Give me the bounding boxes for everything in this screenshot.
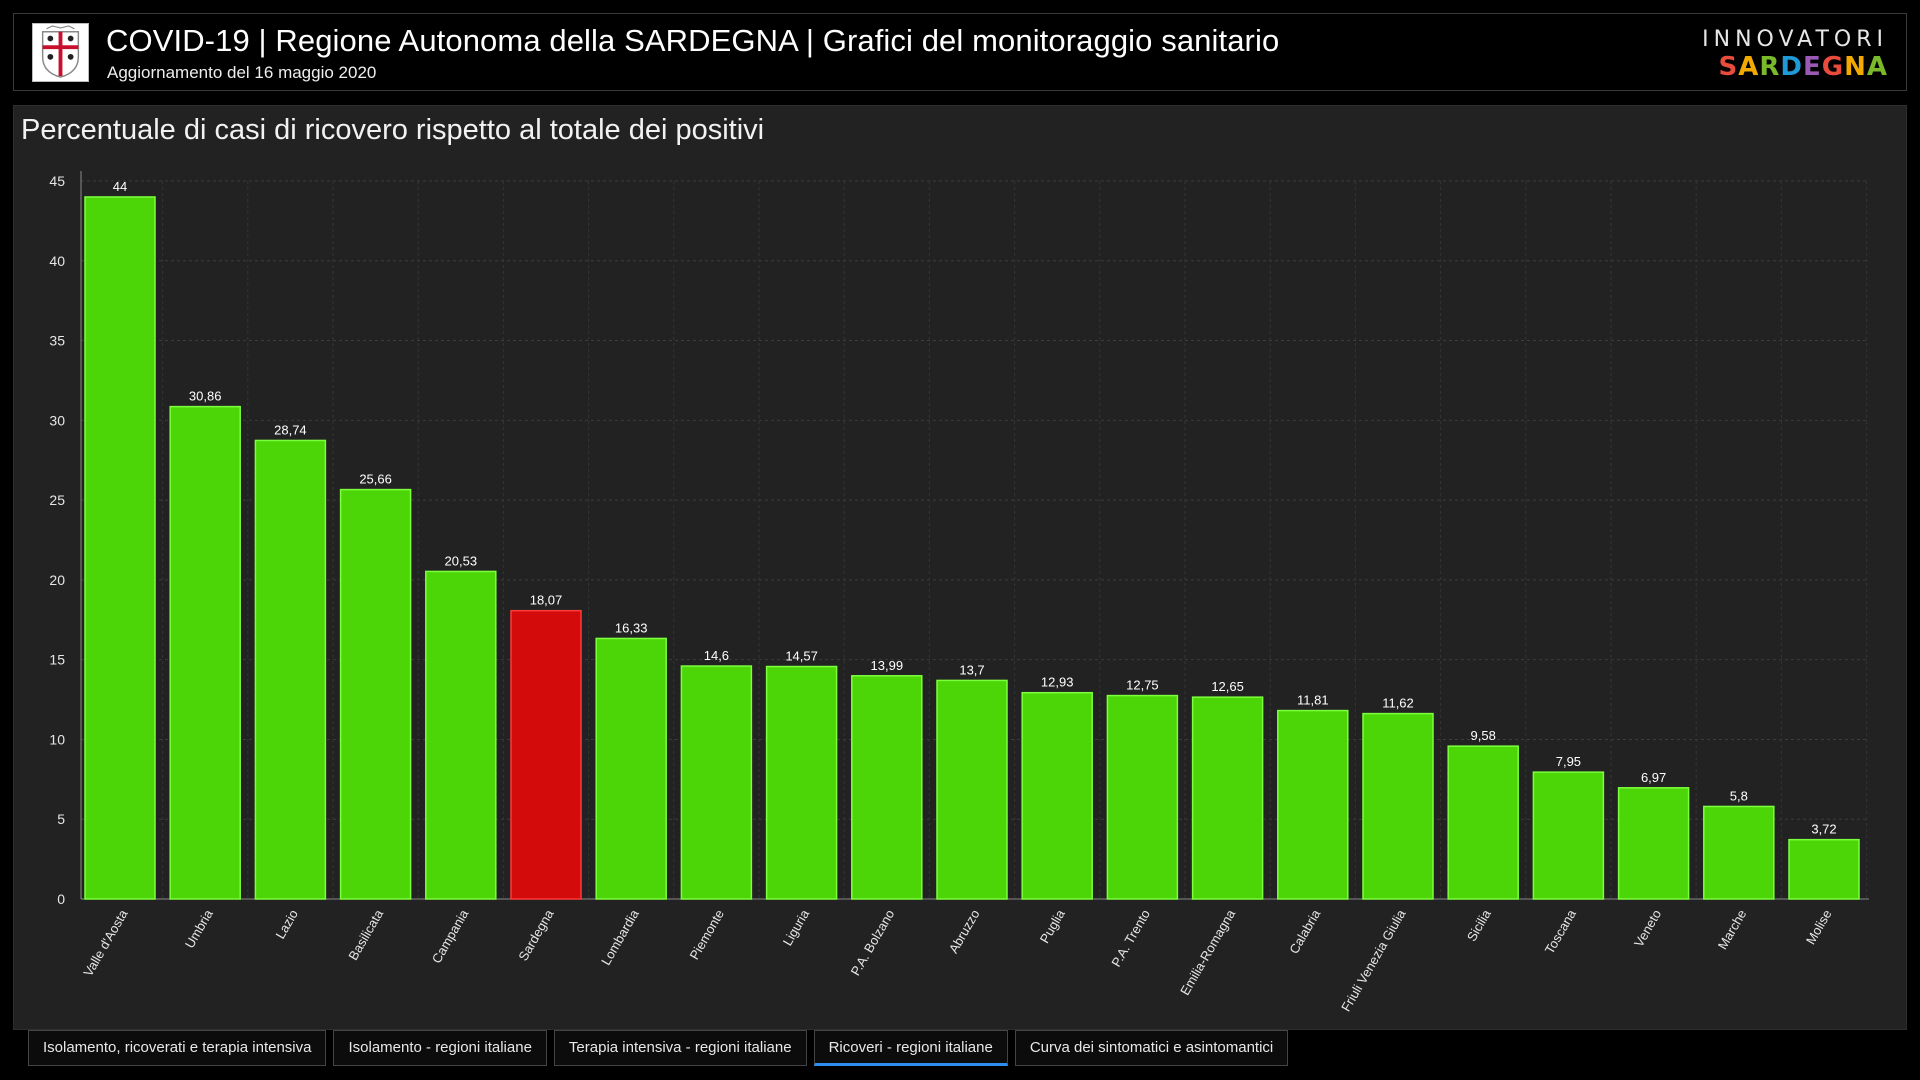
bar bbox=[1788, 838, 1860, 900]
bar bbox=[680, 665, 753, 900]
x-tick-label: Abruzzo bbox=[946, 907, 983, 956]
data-label: 3,72 bbox=[1811, 822, 1836, 837]
x-tick-label: Liguria bbox=[780, 906, 813, 948]
y-tick-label: 40 bbox=[49, 253, 65, 269]
data-label: 12,65 bbox=[1211, 679, 1244, 694]
bar bbox=[851, 675, 923, 900]
data-label: 14,57 bbox=[785, 649, 818, 664]
brand-letter: G bbox=[1821, 52, 1845, 82]
brand-letter: R bbox=[1759, 52, 1781, 82]
x-tick-label: Emilia-Romagna bbox=[1177, 906, 1238, 997]
brand-letter: D bbox=[1780, 52, 1803, 82]
update-date: Aggiornamento del 16 maggio 2020 bbox=[107, 63, 377, 82]
bar bbox=[595, 637, 667, 900]
x-tick-label: Lombardia bbox=[598, 906, 642, 967]
x-tick-label: Sardegna bbox=[515, 906, 557, 963]
x-tick-label: Valle d'Aosta bbox=[80, 906, 131, 979]
bar bbox=[1021, 691, 1093, 900]
x-tick-label: Sicilia bbox=[1464, 906, 1494, 944]
bar bbox=[765, 665, 838, 900]
y-tick-label: 10 bbox=[49, 731, 65, 747]
x-tick-label: Veneto bbox=[1631, 907, 1664, 950]
tab-5[interactable]: Curva dei sintomatici e asintomantici bbox=[1014, 1030, 1289, 1066]
brand-letter: S bbox=[1718, 52, 1739, 82]
brand-logo-bottom: SARDEGNA bbox=[1702, 53, 1888, 81]
data-label: 11,81 bbox=[1297, 693, 1329, 708]
brand-letter: N bbox=[1844, 52, 1867, 82]
bar bbox=[1277, 709, 1349, 900]
brand-letter: E bbox=[1803, 52, 1822, 82]
bar bbox=[339, 488, 412, 900]
y-tick-label: 15 bbox=[49, 652, 65, 668]
bar-chart: 0 5 10 15 20 25 30 35 40 45 44 Valle d'Aosta 30,86 Um… bbox=[49, 171, 1869, 1014]
x-tick-label: Marche bbox=[1715, 907, 1750, 952]
bar bbox=[84, 196, 156, 900]
data-label: 25,66 bbox=[359, 472, 392, 487]
brand-letter: A bbox=[1738, 52, 1760, 82]
data-label: 12,75 bbox=[1126, 678, 1159, 693]
y-tick-label: 30 bbox=[49, 412, 65, 428]
x-tick-label: P.A. Trento bbox=[1108, 907, 1153, 969]
y-tick-label: 20 bbox=[49, 572, 65, 588]
data-label: 44 bbox=[113, 179, 127, 194]
bar bbox=[254, 439, 327, 900]
data-label: 14,6 bbox=[704, 648, 729, 663]
dashboard-tabs: Isolamento, ricoverati e terapia intensi… bbox=[28, 1030, 1295, 1066]
bar bbox=[1362, 712, 1434, 900]
x-tick-label: Basilicata bbox=[345, 906, 386, 962]
tab-2[interactable]: Isolamento - regioni italiane bbox=[333, 1030, 547, 1066]
page-header: COVID-19 | Regione Autonoma della SARDEG… bbox=[13, 13, 1907, 91]
tab-3[interactable]: Terapia intensiva - regioni italiane bbox=[553, 1030, 807, 1066]
data-label: 28,74 bbox=[274, 422, 307, 437]
x-tick-label: Lazio bbox=[272, 907, 301, 941]
bar bbox=[1106, 694, 1179, 900]
brand-letter: A bbox=[1866, 52, 1888, 82]
page-title: COVID-19 | Regione Autonoma della SARDEG… bbox=[106, 23, 1280, 58]
x-tick-label: Molise bbox=[1803, 907, 1835, 947]
bar bbox=[1447, 745, 1519, 900]
bar bbox=[169, 405, 241, 900]
bar bbox=[1617, 787, 1690, 900]
y-tick-label: 5 bbox=[57, 811, 65, 827]
x-tick-label: Campania bbox=[429, 906, 472, 965]
data-label: 5,8 bbox=[1730, 788, 1748, 803]
data-label: 7,95 bbox=[1556, 754, 1581, 769]
brand-logo-top: INNOVATORI bbox=[1702, 27, 1888, 52]
tab-1[interactable]: Isolamento, ricoverati e terapia intensi… bbox=[28, 1030, 327, 1066]
bar bbox=[510, 609, 582, 900]
x-tick-label: Friuli Venezia Giulia bbox=[1338, 906, 1409, 1014]
data-label: 9,58 bbox=[1471, 728, 1496, 743]
data-label: 18,07 bbox=[530, 593, 563, 608]
bar bbox=[1191, 696, 1264, 900]
tab-4[interactable]: Ricoveri - regioni italiane bbox=[813, 1030, 1008, 1066]
y-tick-label: 35 bbox=[49, 333, 65, 349]
bar bbox=[1703, 805, 1775, 900]
y-tick-label: 45 bbox=[49, 173, 65, 189]
brand-logo: INNOVATORI SARDEGNA bbox=[1702, 27, 1888, 81]
bar bbox=[1532, 771, 1605, 900]
x-tick-label: Toscana bbox=[1542, 906, 1580, 956]
x-tick-label: Calabria bbox=[1286, 906, 1324, 956]
sardinia-coat-of-arms-icon bbox=[32, 23, 89, 82]
data-label: 12,93 bbox=[1041, 675, 1074, 690]
data-label: 13,99 bbox=[871, 658, 904, 673]
data-label: 16,33 bbox=[615, 620, 648, 635]
data-label: 20,53 bbox=[445, 553, 478, 568]
data-label: 13,7 bbox=[959, 662, 984, 677]
data-label: 11,62 bbox=[1382, 696, 1414, 711]
data-label: 6,97 bbox=[1641, 770, 1666, 785]
y-tick-label: 0 bbox=[57, 891, 65, 907]
chart-title: Percentuale di casi di ricovero rispetto… bbox=[21, 114, 765, 146]
y-tick-label: 25 bbox=[49, 492, 65, 508]
data-label: 30,86 bbox=[189, 389, 222, 404]
x-tick-label: Umbria bbox=[182, 906, 216, 950]
bar bbox=[936, 679, 1008, 900]
chart-panel: Percentuale di casi di ricovero rispetto… bbox=[13, 105, 1907, 1030]
x-tick-label: P.A. Bolzano bbox=[848, 907, 898, 978]
x-tick-label: Piemonte bbox=[687, 907, 727, 962]
x-tick-label: Puglia bbox=[1037, 906, 1068, 945]
bar bbox=[425, 570, 497, 900]
